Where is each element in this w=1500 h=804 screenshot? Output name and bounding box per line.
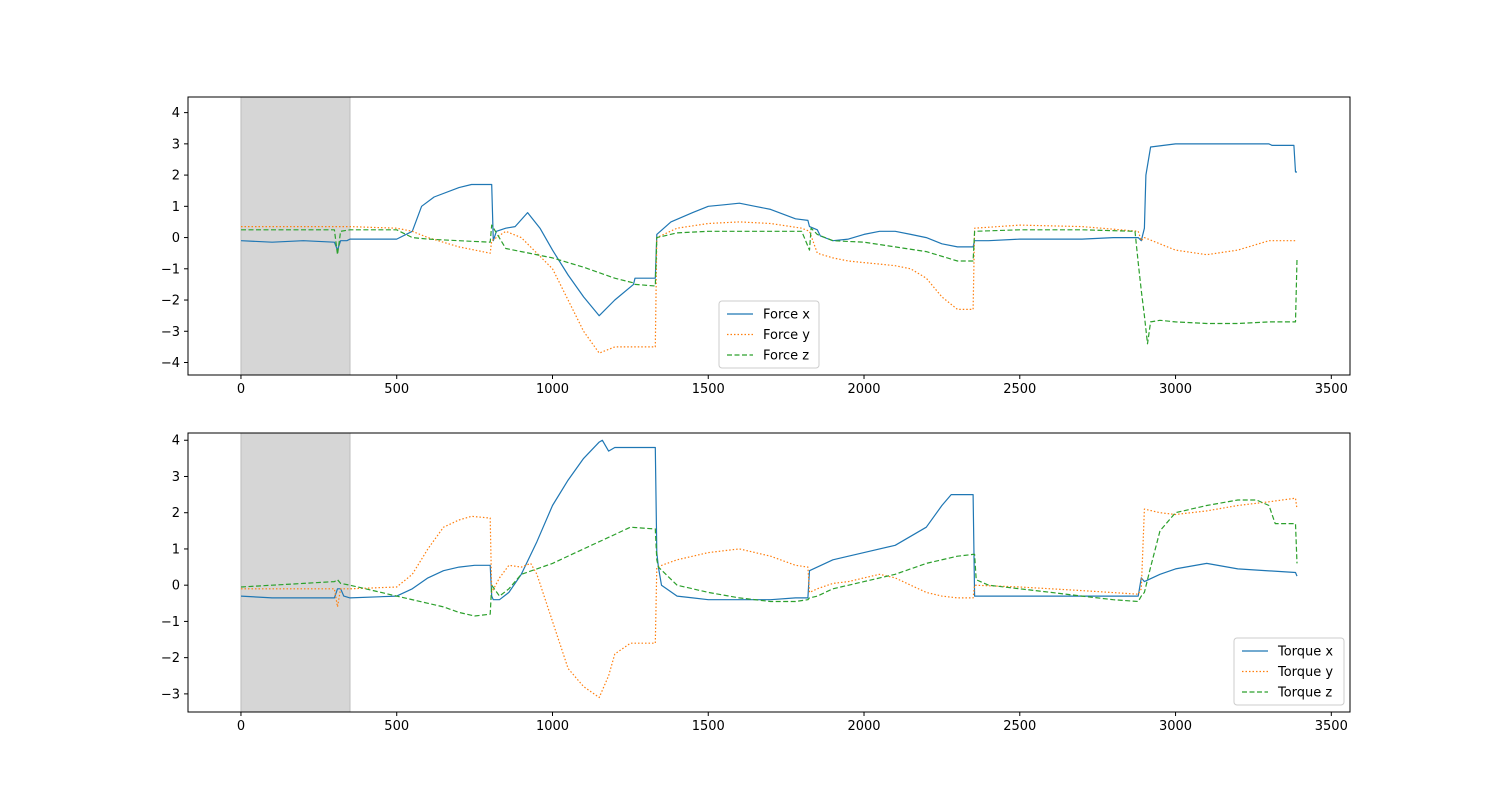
legend-entry: Torque y [1277,665,1333,680]
shaded-region [240,96,351,376]
legend-entry: Force x [763,308,810,323]
y-tick-label: −3 [161,325,180,340]
y-tick-label: 4 [172,106,180,121]
x-tick-label: 3500 [1315,382,1348,397]
y-tick-label: 0 [172,231,180,246]
y-tick-label: 0 [172,579,180,594]
y-tick-label: −2 [161,294,180,309]
x-tick-label: 1500 [692,719,725,734]
y-tick-label: 2 [172,506,180,521]
series-line-force-y [241,221,1297,354]
x-tick-label: 500 [384,719,409,734]
y-tick-label: −1 [161,615,180,630]
subplot-2: 0 500 1000 1500 2000 2500 3000 3500 −3 −2 −1 0 1 2 3 4 T… [161,432,1351,734]
x-tick-label: 3000 [1159,382,1192,397]
legend: Force x Force y Force z [718,300,820,369]
axes-frame [187,432,1351,713]
x-tick-label: 1000 [536,719,569,734]
series-line-torque-z [240,499,1298,617]
x-tick-label: 2000 [847,719,880,734]
y-tick-label: −4 [161,356,180,371]
series-line-force-x [240,143,1297,317]
x-tick-label: 1500 [692,382,725,397]
legend: Torque x Torque y Torque z [1233,637,1345,706]
y-tick-label: −3 [161,687,180,702]
subplot-1: 0 500 1000 1500 2000 2500 3000 3500 −4 −3 −2 −1 0 1 2 3… [161,96,1351,397]
y-tick-label: 4 [172,434,180,449]
y-tick-label: 3 [172,137,180,152]
x-tick-label: 3000 [1159,719,1192,734]
y-tick-label: 3 [172,470,180,485]
series-group [240,143,1298,354]
x-tick-label: 500 [384,382,409,397]
y-tick-label: 2 [172,169,180,184]
legend-entry: Torque x [1277,645,1333,660]
series-line-force-z [241,224,1298,345]
y-tick-label: 1 [172,200,180,215]
series-group [240,439,1298,699]
y-tick-label: 1 [172,542,180,557]
legend-box [718,300,820,369]
x-tick-label: 1000 [536,382,569,397]
x-tick-label: 2500 [1003,719,1036,734]
shaded-region [240,432,351,713]
x-tick-label: 3500 [1315,719,1348,734]
legend-entry: Force y [763,328,810,343]
legend-entry: Torque z [1277,686,1332,701]
x-tick-label: 0 [237,719,245,734]
y-tick-label: −2 [161,651,180,666]
legend-box [1233,637,1345,706]
series-line-torque-y [241,497,1298,699]
x-tick-label: 2500 [1003,382,1036,397]
legend-entry: Force z [763,349,809,364]
axes-frame [187,96,1351,376]
x-tick-label: 2000 [847,382,880,397]
y-tick-label: −1 [161,262,180,277]
x-tick-label: 0 [237,382,245,397]
